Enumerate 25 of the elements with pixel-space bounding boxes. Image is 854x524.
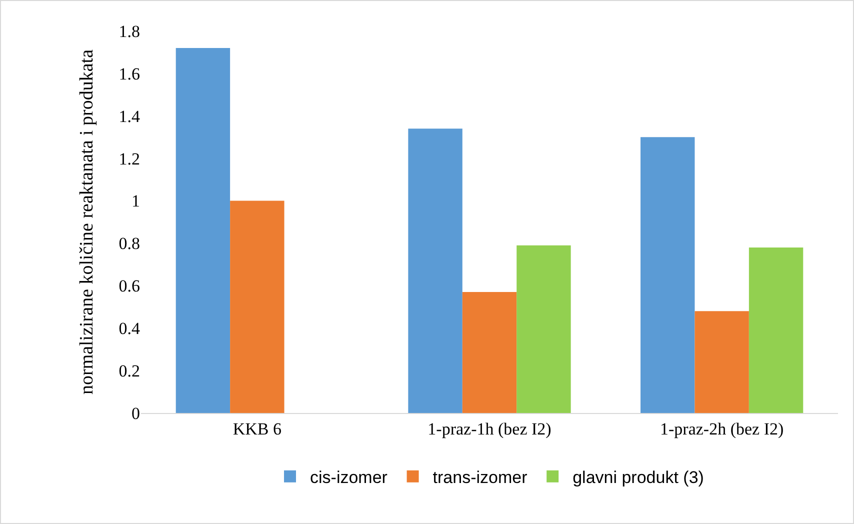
y-tick-label: 0.2 xyxy=(118,362,140,381)
y-tick-label: 1.8 xyxy=(118,22,140,41)
bar xyxy=(408,128,462,413)
bar xyxy=(640,137,695,413)
y-tick-label: 1.6 xyxy=(118,64,140,84)
y-tick-label: 0.6 xyxy=(118,276,140,296)
x-tick-label: 1-praz-2h (bez I2) xyxy=(660,419,784,438)
y-tick-label: 0.4 xyxy=(118,319,140,338)
bar xyxy=(748,247,804,413)
y-tick-label: 0 xyxy=(132,404,140,423)
y-tick-label: 0.8 xyxy=(118,234,140,254)
bar xyxy=(694,311,749,413)
y-tick-label: 1.4 xyxy=(118,106,140,126)
y-axis-title: normalizirane količine reaktanata i produkata xyxy=(76,48,98,395)
x-tick-label: KKB 6 xyxy=(232,419,282,438)
y-tick-label: 1 xyxy=(132,192,140,211)
legend-label: trans-izomer xyxy=(432,468,528,488)
legend-label: glavni produkt (3) xyxy=(572,468,704,488)
bar xyxy=(462,292,517,413)
bar xyxy=(230,200,284,413)
bar xyxy=(176,48,230,413)
legend-label: cis-izomer xyxy=(310,468,388,488)
bar xyxy=(516,245,571,413)
x-tick-label: 1-praz-1h (bez I2) xyxy=(428,419,552,438)
y-tick-label: 1.2 xyxy=(118,149,140,168)
